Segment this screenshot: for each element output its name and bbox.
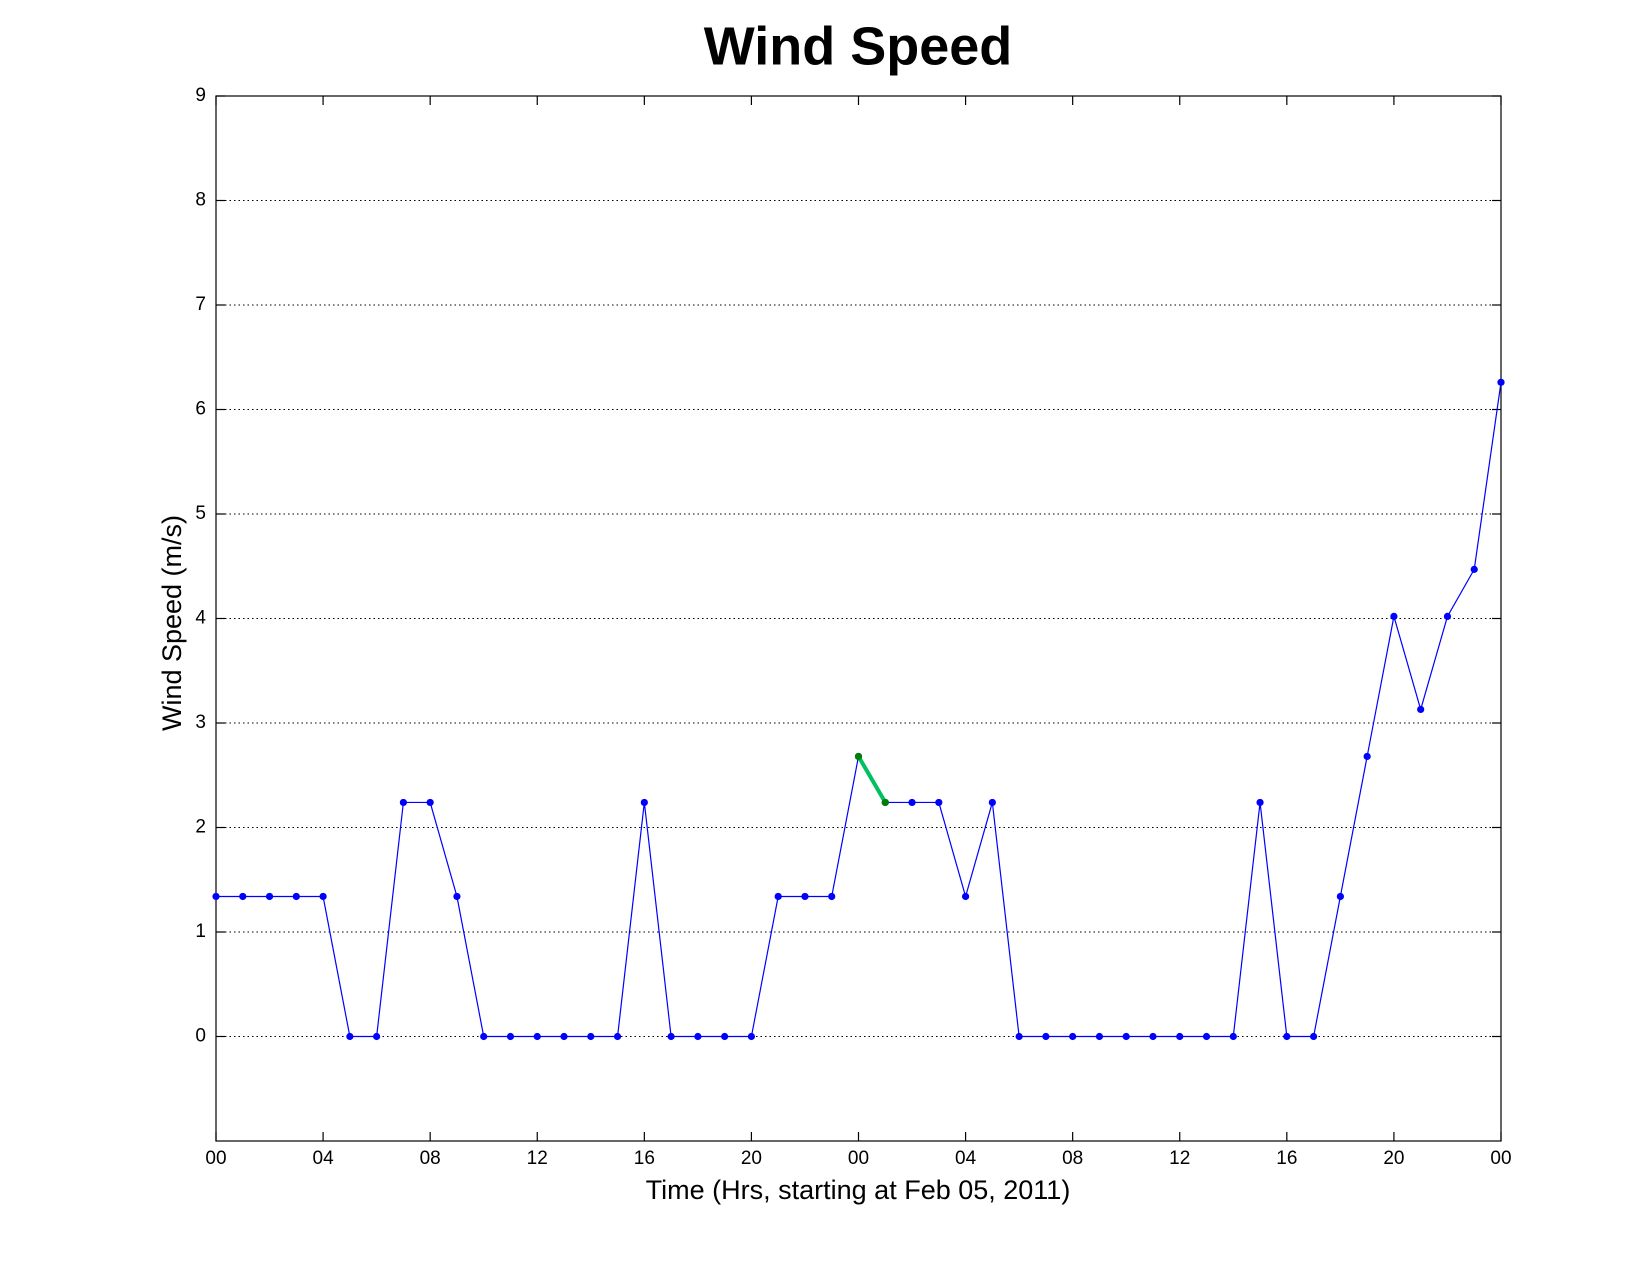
data-point [1256, 798, 1264, 807]
x-tick-label: 08 [1062, 1148, 1083, 1169]
data-point [1390, 612, 1398, 621]
y-tick-label: 5 [195, 503, 206, 524]
data-point [399, 798, 407, 807]
plot-area [215, 95, 1502, 1142]
data-point [1069, 1032, 1077, 1041]
data-point [373, 1032, 381, 1041]
data-point [828, 892, 836, 901]
y-tick-label: 3 [195, 712, 206, 733]
x-tick-label: 00 [205, 1148, 226, 1169]
x-tick-label: 20 [741, 1148, 762, 1169]
data-point [1443, 612, 1452, 621]
data-point [935, 798, 943, 807]
data-point [1229, 1032, 1237, 1041]
data-point [1176, 1032, 1184, 1041]
y-tick-label: 4 [195, 608, 206, 629]
data-point [506, 1032, 515, 1041]
data-point [319, 892, 327, 901]
y-tick-label: 7 [195, 294, 206, 315]
y-tick-label: 0 [195, 1026, 206, 1047]
data-line [856, 755, 887, 804]
data-point [694, 1032, 702, 1041]
data-point [1015, 1032, 1023, 1041]
data-point [212, 892, 220, 901]
y-tick-label: 1 [195, 921, 206, 942]
x-axis-label: Time (Hrs, starting at Feb 05, 2011) [646, 1175, 1071, 1205]
data-point [667, 1032, 675, 1041]
data-point [1310, 1032, 1318, 1041]
y-tick-label: 6 [195, 399, 206, 420]
x-tick-label: 00 [848, 1148, 869, 1169]
y-axis-label: Wind Speed (m/s) [157, 515, 187, 731]
data-point [908, 798, 916, 807]
data-point [560, 1032, 568, 1041]
data-point [265, 892, 274, 901]
data-point [453, 892, 461, 901]
y-tick-label: 9 [195, 85, 206, 106]
y-tick-label: 8 [195, 190, 206, 211]
data-point [1417, 705, 1425, 714]
data-point [239, 892, 247, 901]
data-point [292, 892, 300, 901]
y-tick-label: 2 [195, 817, 206, 838]
data-point [1363, 752, 1371, 761]
data-point [747, 1032, 756, 1041]
x-tick-label: 04 [955, 1148, 977, 1169]
data-point [1283, 1032, 1291, 1041]
data-point [1095, 1032, 1104, 1041]
data-point [613, 1032, 622, 1041]
data-point [1202, 1032, 1211, 1041]
data-point [426, 798, 434, 807]
x-tick-label: 16 [634, 1148, 655, 1169]
data-point [1336, 892, 1344, 901]
data-point [1497, 378, 1505, 386]
data-point [721, 1032, 729, 1041]
data-point [640, 798, 648, 807]
x-tick-label: 08 [420, 1148, 441, 1169]
data-point [774, 892, 782, 901]
x-tick-label: 04 [313, 1148, 335, 1169]
data-point [1470, 565, 1478, 573]
data-point [881, 798, 889, 807]
data-point [854, 752, 863, 761]
x-tick-label: 12 [527, 1148, 548, 1169]
data-point [801, 892, 809, 901]
data-point [1122, 1032, 1130, 1041]
data-point [480, 1032, 488, 1041]
data-point [587, 1032, 595, 1041]
data-point [961, 892, 970, 901]
x-tick-label: 16 [1276, 1148, 1297, 1169]
x-tick-label: 20 [1383, 1148, 1404, 1169]
x-tick-label: 12 [1169, 1148, 1190, 1169]
data-point [346, 1032, 354, 1041]
data-point [1149, 1032, 1157, 1041]
data-point [988, 798, 996, 807]
data-point [533, 1032, 541, 1041]
data-point [1042, 1032, 1050, 1041]
chart-title: Wind Speed [704, 16, 1013, 76]
x-tick-label: 00 [1490, 1148, 1511, 1169]
